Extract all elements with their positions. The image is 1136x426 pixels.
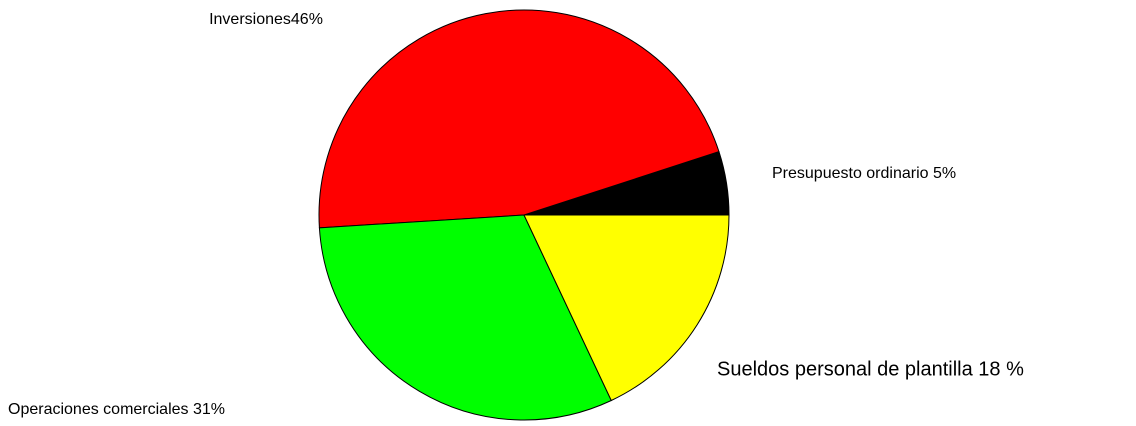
slice-label: Presupuesto ordinario 5% [772, 165, 956, 182]
slice-label: Inversiones46% [209, 11, 323, 28]
slice-label: Sueldos personal de plantilla 18 % [717, 358, 1024, 380]
slice-label: Operaciones comerciales 31% [8, 401, 225, 418]
pie-slice [318, 214, 612, 421]
pie-slice [318, 9, 720, 229]
pie-slice [523, 214, 730, 402]
